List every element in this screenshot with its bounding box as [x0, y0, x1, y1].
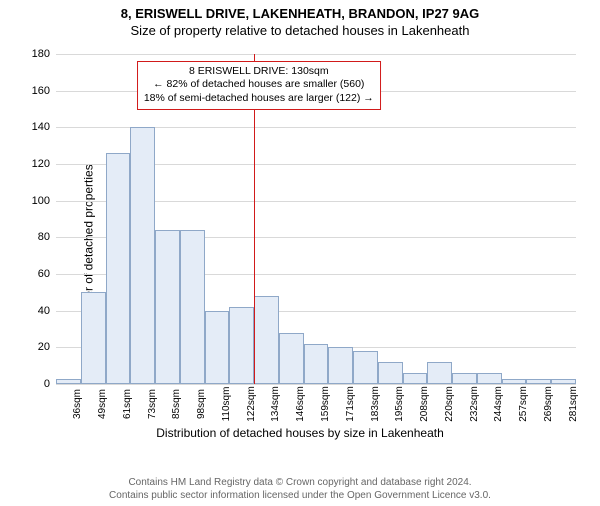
histogram-bar	[155, 230, 180, 384]
y-tick-label: 20	[38, 341, 56, 353]
page-title-subtitle: Size of property relative to detached ho…	[0, 23, 600, 38]
attribution-block: Contains HM Land Registry data © Crown c…	[0, 477, 600, 502]
annotation-line: ← 82% of detached houses are smaller (56…	[144, 78, 374, 92]
histogram-bar	[502, 379, 527, 385]
y-tick-label: 160	[32, 85, 56, 97]
histogram-bar	[130, 127, 155, 384]
y-tick-label: 60	[38, 268, 56, 280]
x-tick-label: 146sqm	[291, 386, 306, 422]
x-tick-label: 49sqm	[93, 389, 108, 419]
gridline	[56, 54, 576, 55]
histogram-bar	[328, 347, 353, 384]
chart-container: Number of detached properties 0204060801…	[0, 48, 600, 446]
y-tick-label: 80	[38, 231, 56, 243]
x-tick-label: 244sqm	[489, 386, 504, 422]
x-tick-label: 85sqm	[167, 389, 182, 419]
x-tick-label: 61sqm	[118, 389, 133, 419]
x-axis-label: Distribution of detached houses by size …	[0, 426, 600, 440]
x-tick-label: 171sqm	[341, 386, 356, 422]
x-tick-label: 134sqm	[266, 386, 281, 422]
histogram-bar	[254, 296, 279, 384]
histogram-bar	[279, 333, 304, 384]
x-tick-label: 98sqm	[192, 389, 207, 419]
plot-area: 02040608010012014016018036sqm49sqm61sqm7…	[56, 54, 576, 384]
attribution-line: Contains HM Land Registry data © Crown c…	[0, 477, 600, 490]
x-tick-label: 208sqm	[415, 386, 430, 422]
histogram-bar	[526, 379, 551, 385]
histogram-bar	[403, 373, 428, 384]
x-tick-label: 195sqm	[390, 386, 405, 422]
x-tick-label: 269sqm	[539, 386, 554, 422]
histogram-bar	[353, 351, 378, 384]
histogram-bar	[56, 379, 81, 385]
histogram-bar	[81, 292, 106, 384]
histogram-bar	[180, 230, 205, 384]
y-tick-label: 140	[32, 121, 56, 133]
x-tick-label: 36sqm	[68, 389, 83, 419]
x-tick-label: 257sqm	[514, 386, 529, 422]
y-tick-label: 180	[32, 48, 56, 60]
gridline	[56, 384, 576, 385]
x-tick-label: 232sqm	[465, 386, 480, 422]
x-tick-label: 159sqm	[316, 386, 331, 422]
histogram-bar	[205, 311, 230, 384]
histogram-bar	[304, 344, 329, 384]
attribution-line: Contains public sector information licen…	[0, 490, 600, 503]
histogram-bar	[452, 373, 477, 384]
histogram-bar	[551, 379, 576, 385]
x-tick-label: 281sqm	[564, 386, 579, 422]
histogram-bar	[229, 307, 254, 384]
histogram-bar	[106, 153, 131, 384]
y-tick-label: 0	[44, 378, 56, 390]
page-title-address: 8, ERISWELL DRIVE, LAKENHEATH, BRANDON, …	[0, 6, 600, 21]
x-tick-label: 220sqm	[440, 386, 455, 422]
annotation-box: 8 ERISWELL DRIVE: 130sqm← 82% of detache…	[137, 61, 381, 110]
y-tick-label: 120	[32, 158, 56, 170]
annotation-line: 8 ERISWELL DRIVE: 130sqm	[144, 65, 374, 79]
x-tick-label: 122sqm	[242, 386, 257, 422]
x-tick-label: 110sqm	[217, 387, 232, 422]
annotation-line: 18% of semi-detached houses are larger (…	[144, 92, 374, 106]
histogram-bar	[477, 373, 502, 384]
x-tick-label: 183sqm	[366, 386, 381, 422]
x-tick-label: 73sqm	[143, 389, 158, 419]
y-tick-label: 100	[32, 195, 56, 207]
histogram-bar	[378, 362, 403, 384]
histogram-bar	[427, 362, 452, 384]
y-tick-label: 40	[38, 305, 56, 317]
